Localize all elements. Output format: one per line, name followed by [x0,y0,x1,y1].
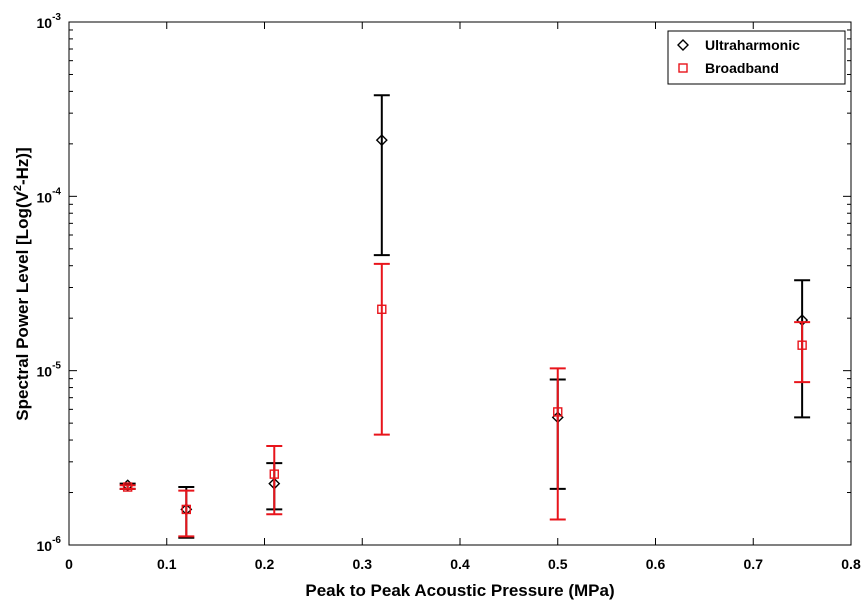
legend-diamond-marker [677,39,689,51]
x-tick-label: 0.8 [841,556,861,572]
x-tick-label: 0.7 [744,556,764,572]
x-axis-label: Peak to Peak Acoustic Pressure (MPa) [305,581,614,600]
y-tick-labels: 10-6 10-5 10-4 10-3 [37,12,62,554]
y-axis-label-superscript: 2 [12,185,24,191]
plot-area [68,21,852,546]
y-tick-label: 10-3 [37,12,62,31]
legend-broadband-label: Broadband [705,60,779,76]
x-tick-label: 0.3 [353,556,373,572]
x-tick-label: 0.4 [450,556,470,572]
y-tick-label: 10-6 [37,535,62,554]
data-point-square [797,340,807,350]
y-axis-label-main: Spectral Power Level [Log(V [13,191,32,421]
x-tick-label: 0.2 [255,556,275,572]
x-tick-label: 0.5 [548,556,568,572]
data-point-square [181,504,192,515]
x-tick-labels: 0 0.1 0.2 0.3 0.4 0.5 0.6 0.7 0.8 [65,556,861,572]
x-tick-label: 0.1 [157,556,177,572]
tick-marks [68,21,852,546]
y-axis-label: Spectral Power Level [Log(V2-Hz)] [12,147,32,420]
data-point-square [269,469,279,479]
x-tick-label: 0.6 [646,556,666,572]
y-tick-label: 10-5 [37,361,62,380]
y-axis-label-rest: -Hz)] [13,147,32,185]
data-point-square [377,304,387,314]
legend: Ultraharmonic Broadband [667,30,846,85]
legend-box [667,30,846,85]
data-point-diamond [375,134,388,147]
y-tick-label: 10-4 [37,186,62,205]
legend-ultraharmonic-label: Ultraharmonic [705,37,800,53]
x-tick-label: 0 [65,556,73,572]
data-point-square [122,482,133,492]
data-series [119,94,811,539]
legend-square-marker [678,63,688,73]
data-point-square [553,407,563,417]
series-broadband [119,262,811,538]
